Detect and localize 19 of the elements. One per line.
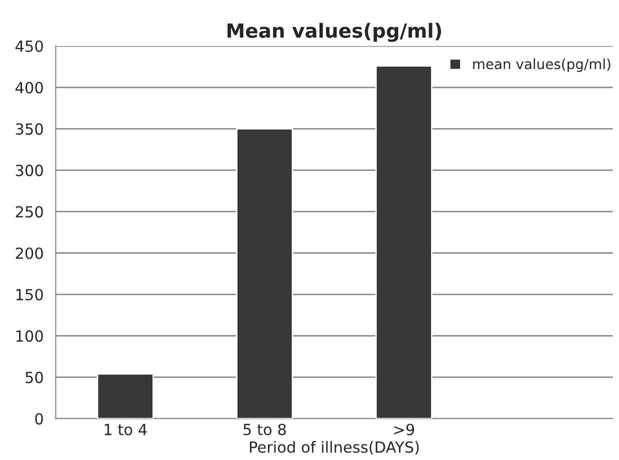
- legend-label: mean values(pg/ml): [473, 58, 610, 72]
- x-tick-label: 5 to 8: [244, 424, 286, 436]
- y-tick-label: 50: [26, 372, 43, 384]
- y-tick-label: 450: [15, 40, 43, 52]
- chart-title: Mean values(pg/ml): [228, 22, 442, 42]
- y-tick-label: 250: [16, 206, 43, 218]
- y-tick-label: 350: [16, 123, 43, 135]
- x-tick-label: >9: [394, 424, 414, 436]
- y-tick-label: 150: [16, 288, 43, 300]
- y-tick-label: 300: [16, 164, 43, 176]
- y-tick-label: 0: [35, 413, 43, 425]
- x-axis-title: Period of illness(DAYS): [250, 441, 419, 455]
- bar: [375, 65, 432, 419]
- y-tick-label: 100: [16, 330, 43, 342]
- bar: [96, 373, 154, 419]
- bar: [236, 128, 294, 419]
- y-tick-label: 200: [16, 247, 43, 260]
- y-tick-label: 400: [15, 82, 43, 94]
- x-tick-label: 1 to 4: [104, 424, 147, 436]
